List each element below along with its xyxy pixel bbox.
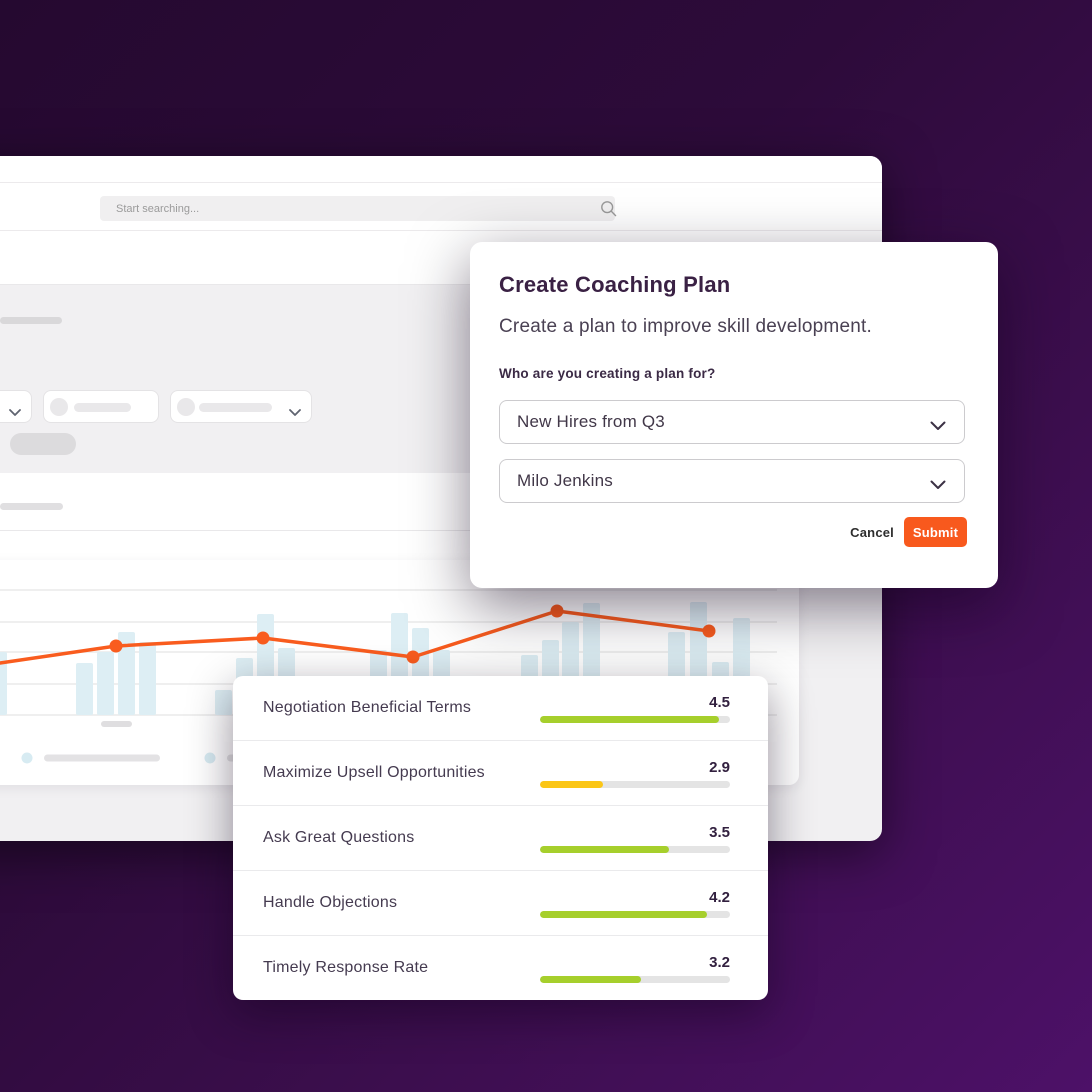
person-select-value: Milo Jenkins <box>517 471 613 490</box>
cancel-button[interactable]: Cancel <box>836 517 908 547</box>
filter-dropdown-1[interactable] <box>0 390 32 423</box>
trend-line <box>0 609 711 665</box>
submit-button[interactable]: Submit <box>904 517 967 547</box>
skill-progress-fill <box>540 910 708 918</box>
filter-dropdown-2[interactable] <box>43 390 159 423</box>
filter-dropdown-3[interactable] <box>170 390 312 423</box>
skeleton-text <box>199 403 272 412</box>
skill-label: Negotiation Beneficial Terms <box>263 699 472 716</box>
list-row <box>0 473 882 531</box>
trend-point <box>406 650 420 664</box>
skill-label: Handle Objections <box>263 894 398 911</box>
skill-row: Negotiation Beneficial Terms 4.5 <box>233 676 768 740</box>
chart-bar <box>76 663 93 715</box>
trend-point <box>256 631 270 645</box>
skill-score: 2.9 <box>709 758 730 776</box>
skeleton-text <box>74 403 131 412</box>
modal-subtitle: Create a plan to improve skill developme… <box>499 316 872 337</box>
chart-bar <box>0 652 7 715</box>
legend-dot <box>21 752 33 764</box>
skeleton-legend-text <box>44 754 160 762</box>
chevron-down-icon <box>930 477 946 489</box>
skeleton-text <box>0 503 63 510</box>
skeleton-pill <box>10 433 76 455</box>
skill-progress-track <box>540 845 730 853</box>
chevron-down-icon <box>9 404 21 416</box>
search-bar-row <box>0 183 882 231</box>
skill-progress-track <box>540 780 730 788</box>
chart-bar <box>215 690 232 715</box>
avatar <box>50 398 68 416</box>
skill-label: Timely Response Rate <box>263 959 429 976</box>
skill-progress-track <box>540 715 730 723</box>
skill-progress-fill <box>540 975 641 983</box>
group-select[interactable]: New Hires from Q3 <box>499 400 965 444</box>
performance-chart <box>0 589 777 764</box>
chart-bar <box>118 632 135 715</box>
plan-for-label: Who are you creating a plan for? <box>499 366 716 381</box>
chevron-down-icon <box>289 404 301 416</box>
group-select-value: New Hires from Q3 <box>517 412 665 431</box>
skills-card: Negotiation Beneficial Terms 4.5 Maximiz… <box>233 676 768 1000</box>
chart-bar <box>139 642 156 715</box>
create-coaching-plan-modal: Create Coaching Plan Create a plan to im… <box>470 242 998 588</box>
modal-title: Create Coaching Plan <box>499 272 731 297</box>
skeleton-axis-label <box>101 721 132 727</box>
window-top-strip <box>0 156 882 183</box>
skill-row: Handle Objections 4.2 <box>233 870 768 935</box>
skill-score: 4.2 <box>709 888 730 906</box>
trend-point <box>109 639 123 653</box>
skill-label: Maximize Upsell Opportunities <box>263 764 485 781</box>
trend-point <box>702 624 716 638</box>
search-input[interactable] <box>100 196 615 221</box>
skill-row: Maximize Upsell Opportunities 2.9 <box>233 740 768 805</box>
skill-progress-track <box>540 975 730 983</box>
chevron-down-icon <box>930 418 946 430</box>
window-header <box>0 156 882 285</box>
search-icon[interactable] <box>600 200 618 218</box>
skill-row: Ask Great Questions 3.5 <box>233 805 768 870</box>
skill-progress-fill <box>540 845 670 853</box>
skill-score: 3.2 <box>709 953 730 971</box>
trend-point <box>550 604 564 618</box>
skeleton-heading <box>0 317 62 324</box>
chart-bar <box>97 652 114 715</box>
person-select[interactable]: Milo Jenkins <box>499 459 965 503</box>
skill-score: 3.5 <box>709 823 730 841</box>
skill-progress-fill <box>540 715 719 723</box>
legend-dot <box>204 752 216 764</box>
performance-chart-card <box>0 560 799 785</box>
skill-label: Ask Great Questions <box>263 829 415 846</box>
skill-score: 4.5 <box>709 693 730 711</box>
skill-progress-track <box>540 910 730 918</box>
skill-progress-fill <box>540 780 603 788</box>
avatar <box>177 398 195 416</box>
skill-row: Timely Response Rate 3.2 <box>233 935 768 1000</box>
